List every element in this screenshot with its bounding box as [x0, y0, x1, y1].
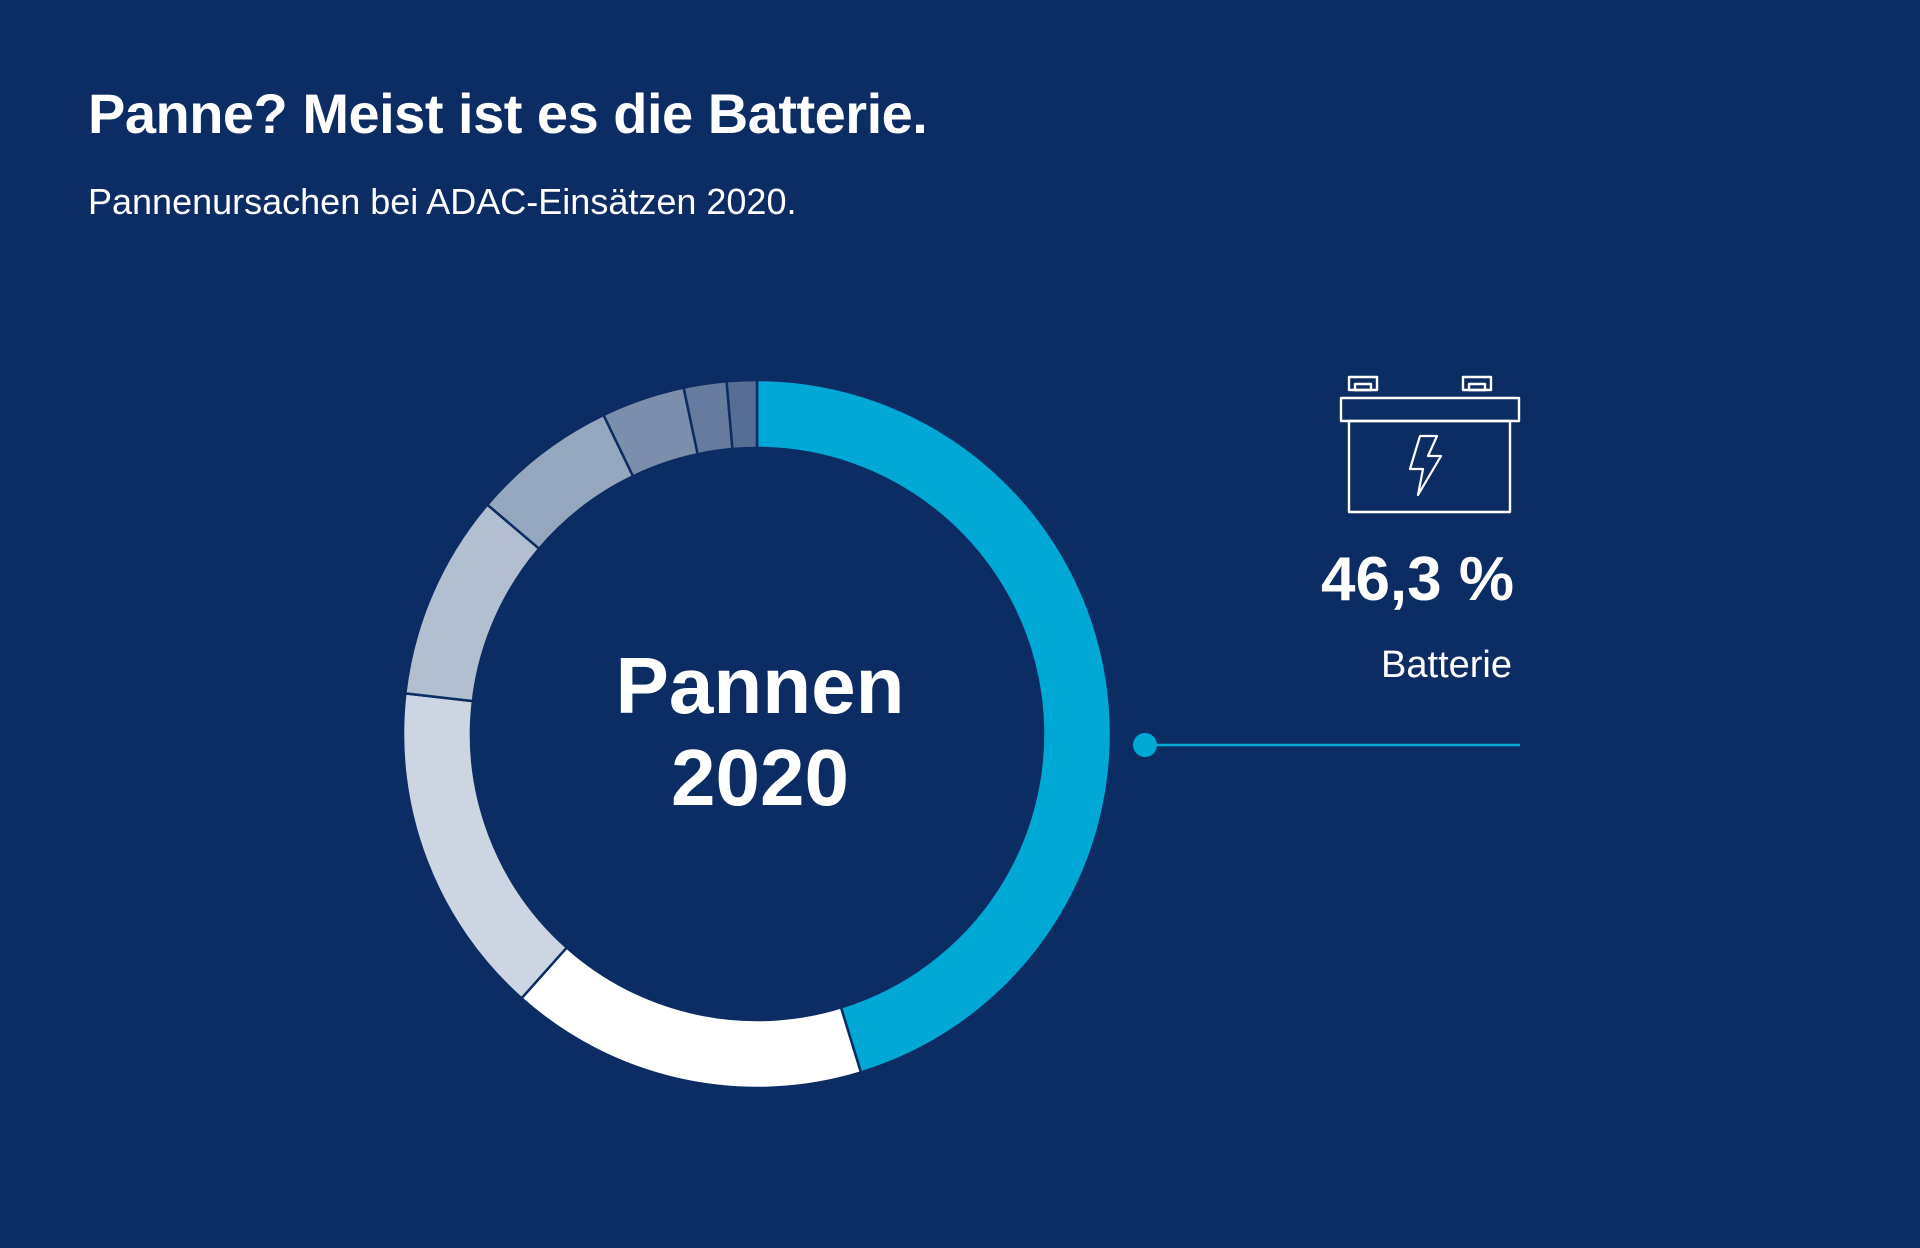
- donut-slice-2: [520, 946, 863, 1090]
- callout-value: 46,3 %: [1320, 545, 1514, 614]
- donut-slice-1: [755, 378, 1113, 1074]
- callout-label: Batterie: [1381, 644, 1512, 686]
- donut-slice-8: [725, 378, 759, 451]
- center-label-line2: 2020: [671, 733, 849, 822]
- donut-slice-4: [404, 503, 541, 703]
- donut-center-label: Pannen 2020: [560, 640, 960, 824]
- callout-connector: [1133, 733, 1520, 757]
- battery-body: [1347, 419, 1512, 514]
- chart-title: Panne? Meist ist es die Batterie.: [88, 82, 928, 145]
- lightning-bolt-icon: [1408, 434, 1443, 497]
- battery-lid: [1339, 396, 1521, 423]
- battery-terminal-right-cap: [1467, 382, 1487, 392]
- callout-dot: [1133, 733, 1157, 757]
- donut-slice-3: [401, 692, 568, 1000]
- battery-icon: [1339, 375, 1521, 514]
- chart-subtitle: Pannenursachen bei ADAC-Einsätzen 2020.: [88, 181, 797, 222]
- donut-slices: [401, 378, 1113, 1090]
- battery-terminal-left-cap: [1353, 382, 1373, 392]
- center-label-line1: Pannen: [615, 641, 905, 730]
